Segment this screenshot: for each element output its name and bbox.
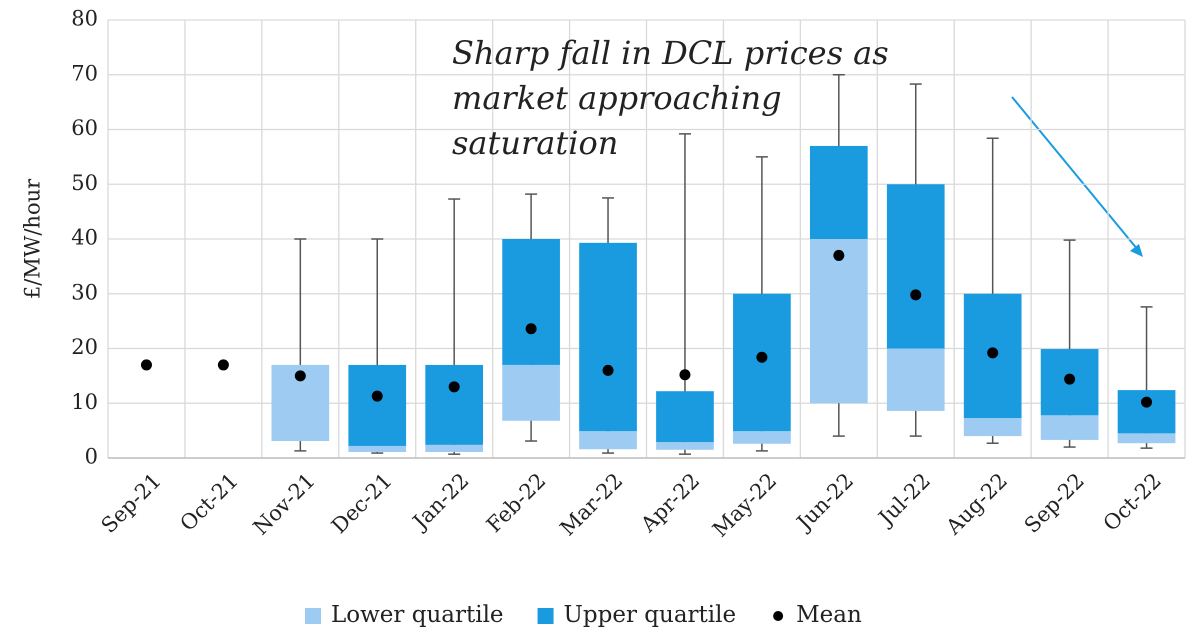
x-tick-label: Feb-22 xyxy=(482,468,551,537)
x-tick-label: Aug-22 xyxy=(941,468,1012,539)
mean-dot xyxy=(756,351,768,363)
upper-quartile-box xyxy=(886,184,945,349)
x-tick-label: Apr-22 xyxy=(635,468,704,537)
arrow-head xyxy=(1130,244,1143,257)
y-tick-label: 80 xyxy=(71,7,98,31)
upper-quartile-box xyxy=(656,391,714,443)
lower-quartile-box xyxy=(425,444,484,452)
mean-dot xyxy=(448,381,460,393)
y-tick-label: 70 xyxy=(71,61,98,85)
y-tick-label: 10 xyxy=(71,390,98,414)
mean-dot xyxy=(371,390,383,402)
mean-dot xyxy=(602,364,614,376)
legend-swatch xyxy=(305,608,321,624)
x-tick-label: Mar-22 xyxy=(555,468,627,540)
x-tick-label: Dec-21 xyxy=(327,468,397,538)
mean-dot xyxy=(525,323,537,335)
lower-quartile-box xyxy=(1040,415,1099,440)
y-tick-label: 0 xyxy=(85,445,98,469)
lower-quartile-box xyxy=(656,442,714,450)
legend-label: Upper quartile xyxy=(564,602,737,628)
mean-dot xyxy=(140,359,152,371)
x-tick-label: Jan-22 xyxy=(407,468,474,535)
lower-quartile-box xyxy=(963,418,1022,437)
y-tick-label: 20 xyxy=(71,335,98,359)
mean-dot xyxy=(987,347,999,359)
x-tick-label: Oct-21 xyxy=(175,468,242,535)
lower-quartile-box xyxy=(809,239,868,404)
upper-quartile-box xyxy=(425,364,484,445)
legend-label: Lower quartile xyxy=(331,602,504,628)
legend-swatch xyxy=(773,611,784,621)
mean-dot xyxy=(910,289,922,301)
annotation: market approaching xyxy=(452,79,782,117)
x-tick-label: Jun-22 xyxy=(791,468,858,535)
x-tick-label: Jul-22 xyxy=(873,468,936,531)
annotation: saturation xyxy=(452,124,618,162)
mean-dot xyxy=(217,359,229,371)
lower-quartile-box xyxy=(579,431,637,450)
lower-quartile-box xyxy=(886,348,945,411)
lower-quartile-box xyxy=(502,364,560,421)
y-tick-label: 30 xyxy=(71,280,98,304)
upper-quartile-box xyxy=(502,239,560,365)
upper-quartile-box xyxy=(1117,390,1176,434)
legend-swatch xyxy=(537,608,554,624)
mean-dot xyxy=(833,249,845,261)
annotation: Sharp fall in DCL prices as xyxy=(452,34,889,72)
y-axis-label: £/MW/hour xyxy=(21,178,45,299)
y-tick-label: 60 xyxy=(71,116,98,140)
lower-quartile-box xyxy=(348,445,407,452)
legend-label: Mean xyxy=(796,602,862,628)
x-tick-label: Sep-21 xyxy=(97,468,166,537)
upper-quartile-box xyxy=(348,364,407,446)
mean-dot xyxy=(294,370,306,382)
lower-quartile-box xyxy=(1117,433,1176,444)
y-tick-label: 40 xyxy=(71,226,98,250)
lower-quartile-box xyxy=(733,431,791,444)
mean-dot xyxy=(1141,396,1153,408)
x-tick-label: Oct-22 xyxy=(1099,468,1166,535)
mean-dot xyxy=(1064,373,1076,385)
upper-quartile-box xyxy=(809,145,868,239)
y-tick-label: 50 xyxy=(71,171,98,195)
x-tick-label: Nov-21 xyxy=(249,468,320,539)
x-tick-label: Sep-22 xyxy=(1020,468,1089,537)
arrow xyxy=(1011,96,1139,251)
x-tick-label: May-22 xyxy=(708,468,781,541)
mean-dot xyxy=(679,369,691,381)
upper-quartile-box xyxy=(579,242,637,432)
